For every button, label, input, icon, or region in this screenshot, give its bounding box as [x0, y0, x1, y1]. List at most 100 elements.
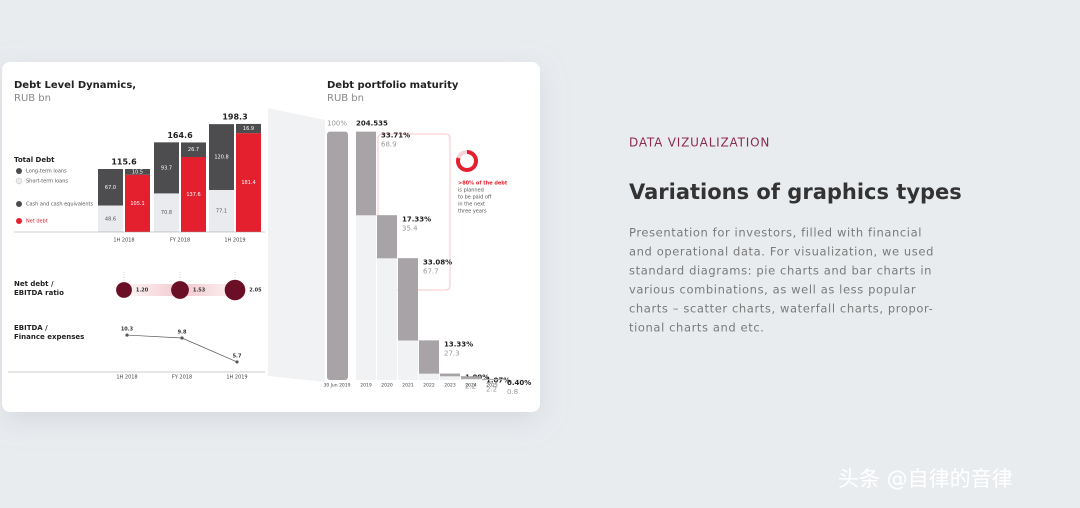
- share-label: 13.33%: [444, 340, 473, 348]
- total-label: 204.535: [356, 120, 388, 128]
- chart-title: Net debt /: [14, 280, 54, 288]
- waterfall-bar: [356, 131, 376, 216]
- data-label: 26.7: [188, 147, 199, 153]
- section-label: DATA VIZUALIZATION: [629, 136, 770, 150]
- waterfall-bar: [398, 258, 418, 341]
- chart-title: Finance expenses: [14, 333, 84, 341]
- line-point: [235, 360, 239, 364]
- data-label: 70.8: [161, 210, 172, 216]
- remaining-bar: [356, 215, 376, 380]
- legend-swatch: [15, 177, 23, 185]
- x-tick-label: 2019: [360, 383, 372, 389]
- bar-segment: [236, 133, 261, 232]
- bubble: [171, 281, 189, 299]
- chart-title: EBITDA /: [14, 324, 48, 332]
- bubble: [224, 279, 246, 301]
- data-label: 68.9: [381, 141, 397, 149]
- watermark: 头条 @自律的音律: [838, 467, 1013, 491]
- section-title: Variations of graphics types: [629, 180, 962, 204]
- x-tick-label: 2021: [402, 383, 414, 389]
- data-label: 181.4: [241, 180, 255, 186]
- line-point: [180, 336, 184, 340]
- annotation: is planned: [458, 188, 484, 194]
- data-label: 120.8: [214, 155, 228, 161]
- chart-subtitle: RUB bn: [14, 93, 51, 104]
- legend-title: Total Debt: [14, 156, 55, 164]
- remaining-bar: [440, 376, 460, 380]
- data-label: 67.7: [423, 267, 439, 275]
- line-point: [125, 333, 129, 337]
- x-tick-label: 2024: [465, 383, 477, 389]
- share-label: 0.40%: [507, 379, 531, 387]
- waterfall-bar: [461, 376, 481, 379]
- annotation: three years: [458, 209, 487, 215]
- total-share-label: 100%: [327, 120, 347, 128]
- legend-label: Net debt: [26, 219, 48, 225]
- remaining-bar: [419, 373, 439, 380]
- data-label: 1.20: [136, 288, 149, 294]
- bar-segment: [154, 142, 179, 194]
- chart-title: Debt portfolio maturity: [327, 80, 459, 91]
- bar-segment: [98, 168, 123, 206]
- bar-segment: [181, 142, 206, 158]
- chart-subtitle: RUB bn: [327, 93, 364, 104]
- data-label: 67.0: [105, 185, 116, 191]
- description-line: tional charts and etc.: [629, 321, 765, 335]
- data-label: 0.8: [507, 388, 518, 396]
- data-label: 2.2: [465, 383, 476, 391]
- bar-segment: [125, 168, 150, 175]
- data-label: 35.4: [402, 224, 418, 232]
- x-tick-label: 2025: [486, 383, 498, 389]
- total-bar: [327, 131, 348, 380]
- bar-segment: [154, 193, 179, 232]
- annotation: >80% of the debt: [458, 181, 508, 187]
- data-label: 10.5: [132, 169, 143, 175]
- description-line: and operational data. For visualization,…: [629, 245, 934, 259]
- total-label: 198.3: [222, 112, 247, 121]
- connector-shape: [268, 108, 325, 382]
- x-tick-label: 2020: [381, 383, 393, 389]
- x-tick-label: 2023: [444, 383, 456, 389]
- data-label: 77.1: [216, 208, 227, 214]
- x-tick-label: 2022: [423, 383, 435, 389]
- description-line: charts – scatter charts, waterfall chart…: [629, 302, 933, 316]
- legend-swatch: [16, 201, 22, 207]
- data-label: 2.05: [249, 288, 262, 294]
- data-label: 2.2: [486, 385, 497, 393]
- data-label: 137.6: [186, 192, 200, 198]
- x-tick-label: FY 2018: [170, 238, 190, 244]
- legend-swatch: [16, 168, 22, 174]
- annotation: to be paid off: [458, 195, 492, 201]
- share-label: 33.71%: [381, 132, 410, 140]
- data-label: 105.1: [130, 201, 144, 207]
- waterfall-bar: [419, 340, 439, 374]
- share-label: 1.07%: [486, 376, 510, 384]
- remaining-bar: [461, 378, 481, 380]
- legend-swatch: [16, 218, 22, 224]
- bar-segment: [181, 157, 206, 232]
- description-line: Presentation for investors, filled with …: [629, 226, 922, 240]
- donut-arc: [456, 150, 478, 172]
- legend-label: Cash and cash equivalents: [26, 202, 94, 208]
- bubble: [116, 282, 132, 298]
- x-tick-label: 30 Jun 2019: [323, 383, 350, 389]
- description-line: various combinations, as well as less po…: [629, 283, 916, 297]
- legend-label: Long-term loans: [26, 169, 67, 175]
- x-tick-label: FY 2018: [172, 375, 192, 381]
- bar-segment: [209, 189, 234, 232]
- data-label: 16.9: [243, 126, 254, 132]
- bar-segment: [98, 205, 123, 232]
- total-label: 164.6: [167, 131, 193, 140]
- data-label: 10.3: [121, 327, 134, 333]
- total-label: 115.6: [111, 157, 137, 166]
- x-tick-label: 1H 2019: [226, 375, 247, 381]
- remaining-bar: [398, 340, 418, 380]
- x-tick-label: 1H 2018: [113, 238, 134, 244]
- waterfall-bar: [377, 215, 397, 259]
- waterfall-bar: [440, 373, 460, 377]
- annotation: in the next: [458, 202, 485, 208]
- legend-label: Short-term loans: [26, 179, 68, 185]
- data-label: 27.3: [444, 349, 460, 357]
- bar-segment: [209, 124, 234, 190]
